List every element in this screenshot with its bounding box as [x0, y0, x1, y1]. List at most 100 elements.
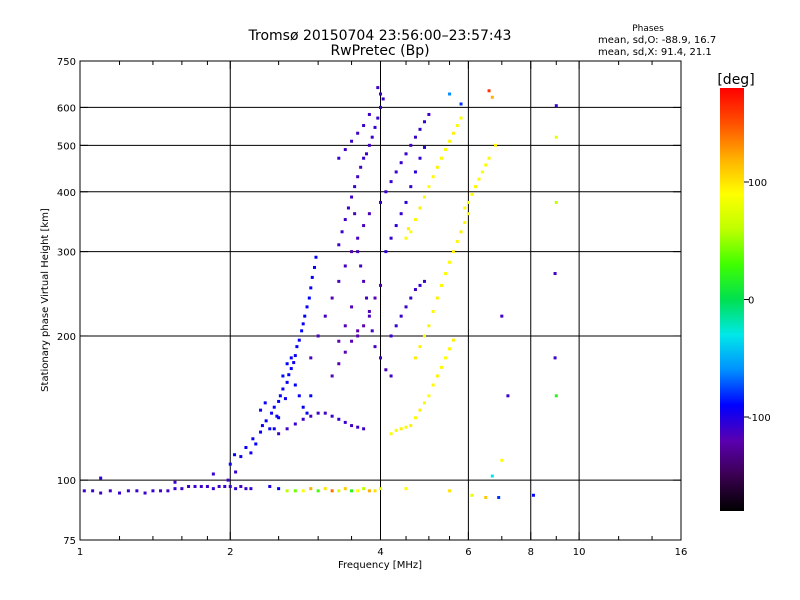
- data-point: [367, 112, 371, 116]
- data-point: [223, 484, 227, 488]
- data-point: [289, 367, 293, 371]
- data-points: [82, 86, 558, 499]
- data-point: [422, 195, 426, 199]
- data-point: [404, 487, 408, 491]
- data-point: [448, 92, 452, 96]
- data-point: [187, 484, 191, 488]
- data-point: [312, 265, 316, 269]
- data-point: [234, 470, 238, 474]
- data-point: [143, 491, 147, 495]
- data-point: [356, 236, 360, 240]
- data-point: [281, 387, 285, 391]
- data-point: [404, 305, 408, 309]
- data-point: [323, 487, 327, 491]
- data-point: [350, 489, 354, 493]
- data-point: [379, 200, 382, 204]
- data-point: [91, 489, 95, 493]
- data-point: [451, 338, 455, 342]
- y-tick-label: 200: [57, 332, 76, 343]
- data-point: [451, 131, 455, 135]
- data-point: [118, 491, 122, 495]
- data-point: [254, 442, 258, 446]
- data-point: [554, 200, 558, 204]
- phases-mean-x: mean, sd,X: 91.4, 21.1: [598, 47, 712, 58]
- data-point: [303, 314, 307, 318]
- colorbar: [deg] 100 0 -100: [717, 72, 771, 511]
- data-point: [389, 432, 393, 436]
- data-point: [272, 427, 276, 431]
- data-point: [389, 236, 393, 240]
- data-point: [268, 427, 272, 431]
- data-point: [531, 493, 535, 497]
- data-point: [356, 329, 360, 333]
- data-point: [99, 476, 103, 480]
- data-point: [381, 97, 385, 101]
- data-point: [384, 190, 388, 194]
- data-point: [435, 296, 439, 300]
- data-point: [422, 120, 426, 124]
- x-tick-label: 16: [675, 547, 688, 558]
- data-point: [367, 143, 371, 147]
- data-point: [484, 495, 488, 499]
- data-point: [285, 380, 289, 384]
- data-point: [343, 148, 347, 152]
- y-tick-label: 500: [57, 141, 76, 152]
- data-point: [506, 394, 510, 398]
- data-point: [199, 484, 203, 488]
- data-point: [431, 309, 435, 313]
- data-point: [297, 394, 301, 398]
- data-point: [159, 489, 163, 493]
- data-point: [309, 394, 313, 398]
- data-point: [554, 135, 558, 139]
- colorbar-tick-label: -100: [748, 413, 771, 424]
- x-tick-label: 10: [573, 547, 586, 558]
- data-point: [376, 86, 380, 90]
- data-point: [440, 365, 444, 369]
- data-point: [343, 487, 347, 491]
- data-point: [435, 165, 439, 169]
- data-point: [477, 177, 481, 181]
- data-point: [343, 324, 347, 328]
- data-point: [394, 170, 398, 174]
- data-point: [448, 489, 452, 493]
- data-point: [180, 487, 184, 491]
- data-point: [399, 161, 403, 165]
- data-point: [285, 362, 289, 366]
- data-point: [404, 200, 408, 204]
- data-point: [356, 489, 360, 493]
- x-axis-label: Frequency [MHz]: [338, 560, 422, 571]
- data-point: [367, 489, 371, 493]
- data-point: [394, 428, 398, 432]
- data-point: [337, 489, 341, 493]
- data-point: [292, 361, 296, 365]
- data-point: [470, 192, 474, 196]
- data-point: [228, 484, 232, 488]
- data-point: [480, 170, 484, 174]
- data-point: [409, 185, 413, 189]
- data-point: [340, 230, 344, 234]
- data-point: [553, 356, 557, 360]
- data-point: [435, 374, 439, 378]
- data-point: [244, 487, 248, 491]
- data-point: [337, 362, 341, 366]
- data-point: [359, 165, 363, 169]
- y-tick-label: 100: [57, 476, 76, 487]
- data-point: [270, 411, 274, 415]
- data-point: [413, 218, 417, 222]
- data-point: [384, 250, 388, 254]
- data-point: [217, 484, 221, 488]
- data-point: [413, 288, 417, 292]
- data-point: [553, 272, 557, 276]
- data-point: [500, 458, 504, 462]
- data-point: [418, 206, 422, 210]
- data-point: [373, 296, 377, 300]
- data-point: [309, 286, 313, 290]
- data-point: [389, 334, 393, 338]
- data-point: [448, 347, 452, 351]
- data-point: [497, 495, 501, 499]
- grid-lines: [80, 61, 681, 540]
- data-point: [278, 394, 282, 398]
- data-point: [487, 156, 491, 160]
- data-point: [356, 131, 360, 135]
- data-point: [413, 170, 417, 174]
